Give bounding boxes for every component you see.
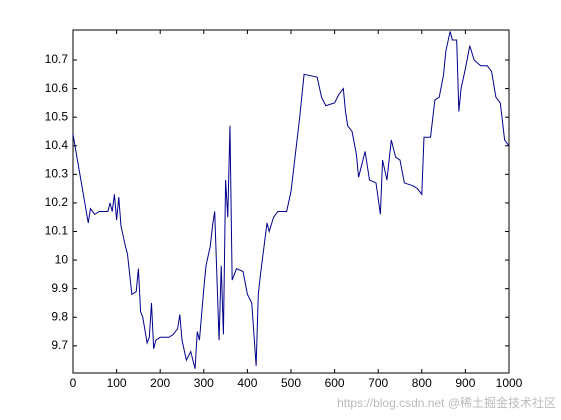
y-tick-label: 10.6 [45, 81, 69, 95]
y-tick-label: 9.7 [51, 338, 68, 352]
y-tick-label: 10.4 [45, 138, 69, 152]
y-tick-label: 10.7 [45, 52, 69, 66]
y-tick-label: 10.3 [45, 167, 69, 181]
x-tick-label: 300 [194, 376, 214, 390]
x-tick-label: 800 [412, 376, 432, 390]
x-tick-label: 400 [237, 376, 257, 390]
x-tick-label: 1000 [496, 376, 523, 390]
plot-box [72, 29, 510, 374]
x-tick-label: 200 [150, 376, 170, 390]
y-tick-label: 10.1 [45, 224, 69, 238]
y-tick-label: 10.5 [45, 109, 69, 123]
x-tick-label: 600 [325, 376, 345, 390]
y-tick-label: 9.8 [51, 309, 68, 323]
y-tick-label: 9.9 [51, 281, 68, 295]
y-tick-label: 10.2 [45, 195, 69, 209]
y-tick-label: 10 [55, 252, 69, 266]
x-tick-label: 100 [107, 376, 127, 390]
watermark: https://blog.csdn.net @稀土掘金技术社区 [337, 395, 556, 410]
x-tick-label: 900 [455, 376, 475, 390]
x-tick-label: 500 [281, 376, 301, 390]
x-tick-label: 0 [70, 376, 77, 390]
data-line [72, 31, 510, 369]
x-tick-label: 700 [368, 376, 388, 390]
